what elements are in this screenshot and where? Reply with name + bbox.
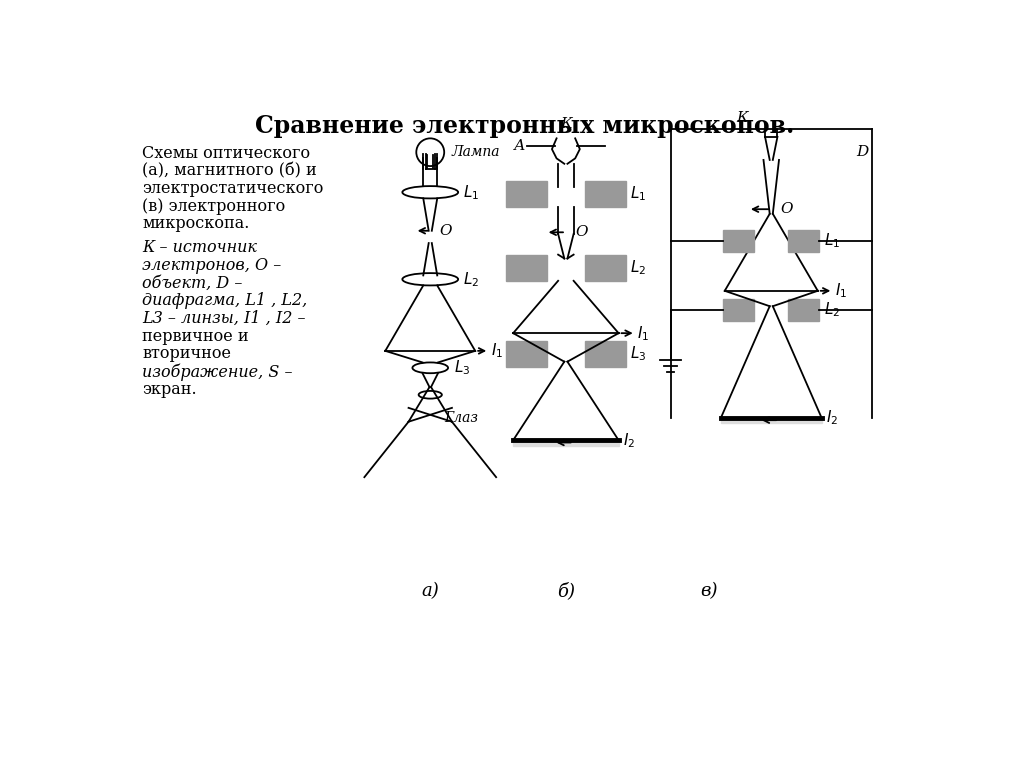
Bar [506, 255, 547, 281]
Text: $L_2$: $L_2$ [463, 270, 479, 289]
Bar [586, 180, 626, 207]
Text: $L_3$: $L_3$ [454, 359, 470, 377]
Text: $I_2$: $I_2$ [826, 409, 839, 427]
Bar [788, 300, 819, 321]
Bar [513, 440, 618, 445]
Text: первичное и: первичное и [142, 328, 249, 345]
Text: К: К [560, 117, 571, 131]
Bar [721, 418, 821, 423]
Text: (в) электронного: (в) электронного [142, 197, 286, 214]
Text: в): в) [700, 582, 718, 601]
Text: $I_1$: $I_1$ [490, 342, 503, 360]
Text: б): б) [557, 582, 574, 601]
Text: объект, D –: объект, D – [142, 275, 243, 292]
Text: $L_1$: $L_1$ [463, 183, 479, 202]
Bar [723, 300, 755, 321]
Bar [788, 230, 819, 252]
Text: L3 – линзы, I1 , I2 –: L3 – линзы, I1 , I2 – [142, 310, 305, 327]
Text: вторичное: вторичное [142, 346, 231, 362]
Text: $I_2$: $I_2$ [624, 431, 636, 449]
Text: $L_2$: $L_2$ [824, 301, 840, 319]
Text: Глаз: Глаз [444, 411, 478, 425]
Text: микроскопа.: микроскопа. [142, 215, 249, 233]
Text: изображение, S –: изображение, S – [142, 363, 293, 381]
Text: O: O [439, 223, 452, 238]
Text: $L_1$: $L_1$ [630, 184, 646, 204]
Bar [723, 230, 755, 252]
Text: К: К [736, 111, 748, 125]
Bar [586, 341, 626, 367]
Text: электростатического: электростатического [142, 180, 324, 197]
Text: Лампа: Лампа [452, 145, 501, 159]
Text: А: А [514, 139, 525, 153]
Bar [506, 341, 547, 367]
Text: диафрагма, L1 , L2,: диафрагма, L1 , L2, [142, 293, 307, 310]
Text: К – источник: К – источник [142, 239, 257, 257]
Text: электронов, O –: электронов, O – [142, 257, 282, 274]
Text: (а), магнитного (б) и: (а), магнитного (б) и [142, 162, 316, 179]
Bar [506, 180, 547, 207]
Text: $L_3$: $L_3$ [630, 345, 646, 363]
Text: $I_1$: $I_1$ [835, 281, 847, 300]
Text: Схемы оптического: Схемы оптического [142, 144, 310, 161]
Text: экран.: экран. [142, 381, 197, 398]
Bar [586, 255, 626, 281]
Text: D: D [856, 145, 868, 159]
Text: $L_1$: $L_1$ [824, 231, 840, 250]
Text: $L_2$: $L_2$ [630, 258, 646, 277]
Text: Сравнение электронных микроскопов.: Сравнение электронных микроскопов. [255, 114, 795, 137]
Text: O: O [575, 225, 588, 240]
Text: $I_1$: $I_1$ [637, 324, 649, 343]
Text: а): а) [421, 582, 439, 601]
Text: O: O [780, 202, 793, 217]
